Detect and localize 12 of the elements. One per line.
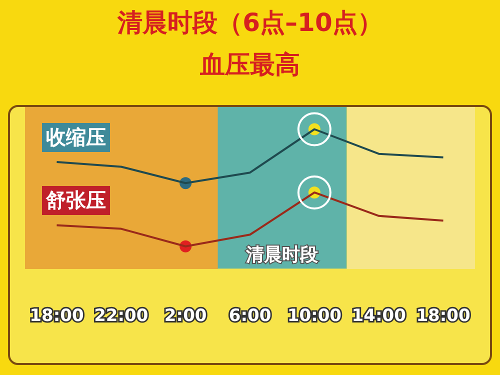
series-label: 舒张压 <box>42 186 110 216</box>
x-tick-label: 14:00 <box>352 306 406 326</box>
x-tick-label: 2:00 <box>164 306 207 326</box>
x-tick-label: 22:00 <box>94 306 148 326</box>
x-tick-label: 18:00 <box>30 306 84 326</box>
x-tick-label: 6:00 <box>228 306 272 326</box>
series-label: 收缩压 <box>42 123 110 152</box>
chart-subtitle: 血压最高 <box>199 49 301 81</box>
band-label: 清晨时段 <box>245 244 320 266</box>
x-tick-label: 10:00 <box>287 306 342 326</box>
chart-title: 清晨时段（6点–10点） <box>116 7 384 39</box>
x-tick-label: 18:00 <box>416 306 470 326</box>
